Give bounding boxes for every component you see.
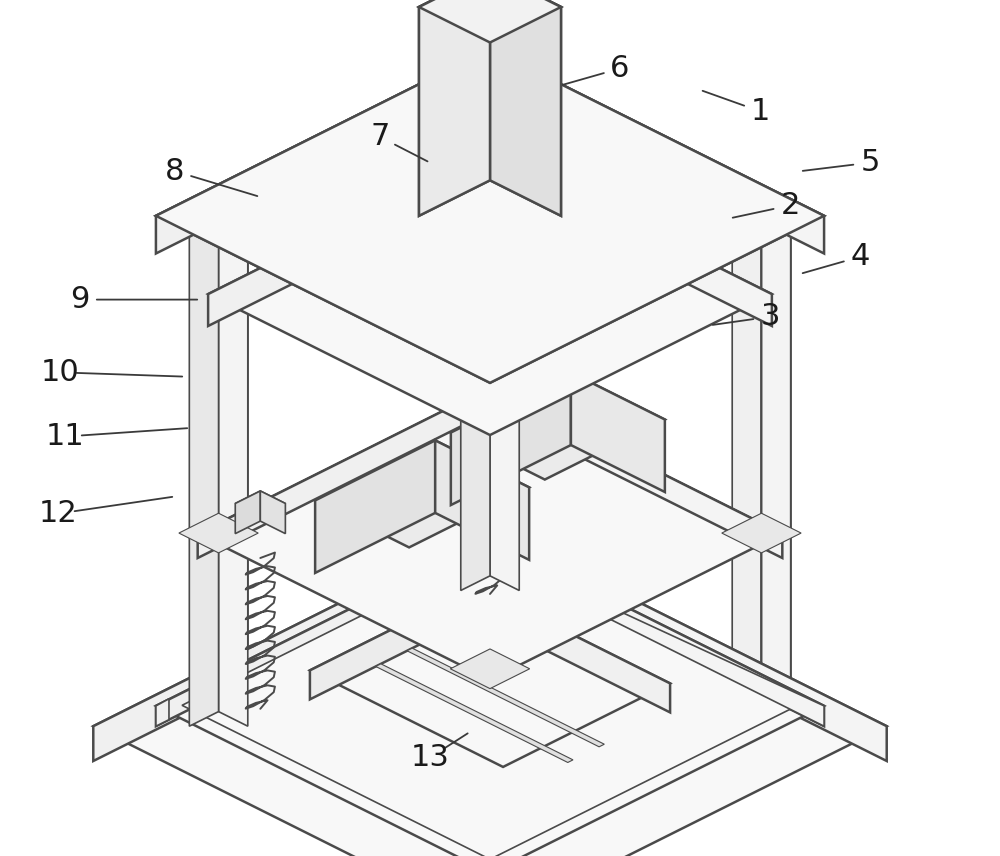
Polygon shape: [208, 153, 772, 435]
Polygon shape: [419, 0, 490, 216]
Polygon shape: [571, 372, 665, 492]
Polygon shape: [477, 587, 670, 712]
Polygon shape: [93, 528, 490, 761]
Polygon shape: [156, 49, 824, 383]
Polygon shape: [732, 201, 761, 726]
Polygon shape: [490, 539, 824, 726]
Polygon shape: [461, 337, 490, 856]
Text: 9: 9: [70, 285, 90, 314]
Text: 10: 10: [41, 358, 79, 387]
Polygon shape: [156, 539, 490, 726]
Polygon shape: [490, 49, 824, 253]
Text: 6: 6: [610, 54, 630, 83]
Polygon shape: [93, 528, 887, 856]
Polygon shape: [477, 539, 824, 726]
Polygon shape: [315, 440, 529, 548]
Polygon shape: [435, 440, 529, 560]
Polygon shape: [450, 377, 530, 417]
Polygon shape: [179, 514, 258, 553]
Polygon shape: [208, 153, 490, 326]
Polygon shape: [407, 648, 604, 746]
Polygon shape: [490, 388, 782, 558]
Polygon shape: [156, 49, 490, 253]
Text: 11: 11: [46, 422, 84, 451]
Polygon shape: [451, 372, 571, 505]
Polygon shape: [465, 376, 515, 401]
Polygon shape: [310, 587, 670, 767]
Polygon shape: [490, 0, 561, 216]
Polygon shape: [156, 698, 169, 726]
Polygon shape: [461, 65, 519, 95]
Polygon shape: [219, 201, 248, 726]
Polygon shape: [310, 587, 477, 699]
Text: 3: 3: [760, 302, 780, 331]
Polygon shape: [451, 372, 665, 479]
Polygon shape: [419, 0, 490, 216]
Polygon shape: [156, 49, 824, 383]
Polygon shape: [490, 528, 887, 761]
Polygon shape: [235, 491, 260, 533]
Text: 2: 2: [780, 191, 800, 220]
Text: 13: 13: [411, 743, 449, 772]
Polygon shape: [182, 551, 798, 856]
Text: 5: 5: [860, 148, 880, 177]
Polygon shape: [722, 514, 801, 553]
Polygon shape: [419, 0, 561, 43]
Text: 4: 4: [850, 242, 870, 271]
Polygon shape: [490, 376, 515, 419]
Polygon shape: [465, 376, 490, 419]
Polygon shape: [189, 201, 219, 726]
Polygon shape: [490, 153, 772, 326]
Text: 12: 12: [39, 499, 77, 528]
Polygon shape: [490, 65, 519, 591]
Polygon shape: [315, 440, 435, 573]
Polygon shape: [189, 201, 248, 230]
Text: 7: 7: [370, 122, 390, 152]
Polygon shape: [198, 388, 490, 558]
Polygon shape: [450, 649, 530, 688]
Polygon shape: [260, 491, 285, 533]
Polygon shape: [490, 0, 561, 216]
Polygon shape: [461, 65, 490, 591]
Text: 1: 1: [750, 97, 770, 126]
Polygon shape: [490, 337, 519, 856]
Polygon shape: [419, 0, 561, 43]
Polygon shape: [761, 201, 791, 726]
Text: 8: 8: [165, 157, 185, 186]
Polygon shape: [376, 663, 573, 763]
Polygon shape: [198, 388, 782, 680]
Polygon shape: [156, 539, 824, 856]
Polygon shape: [235, 491, 285, 516]
